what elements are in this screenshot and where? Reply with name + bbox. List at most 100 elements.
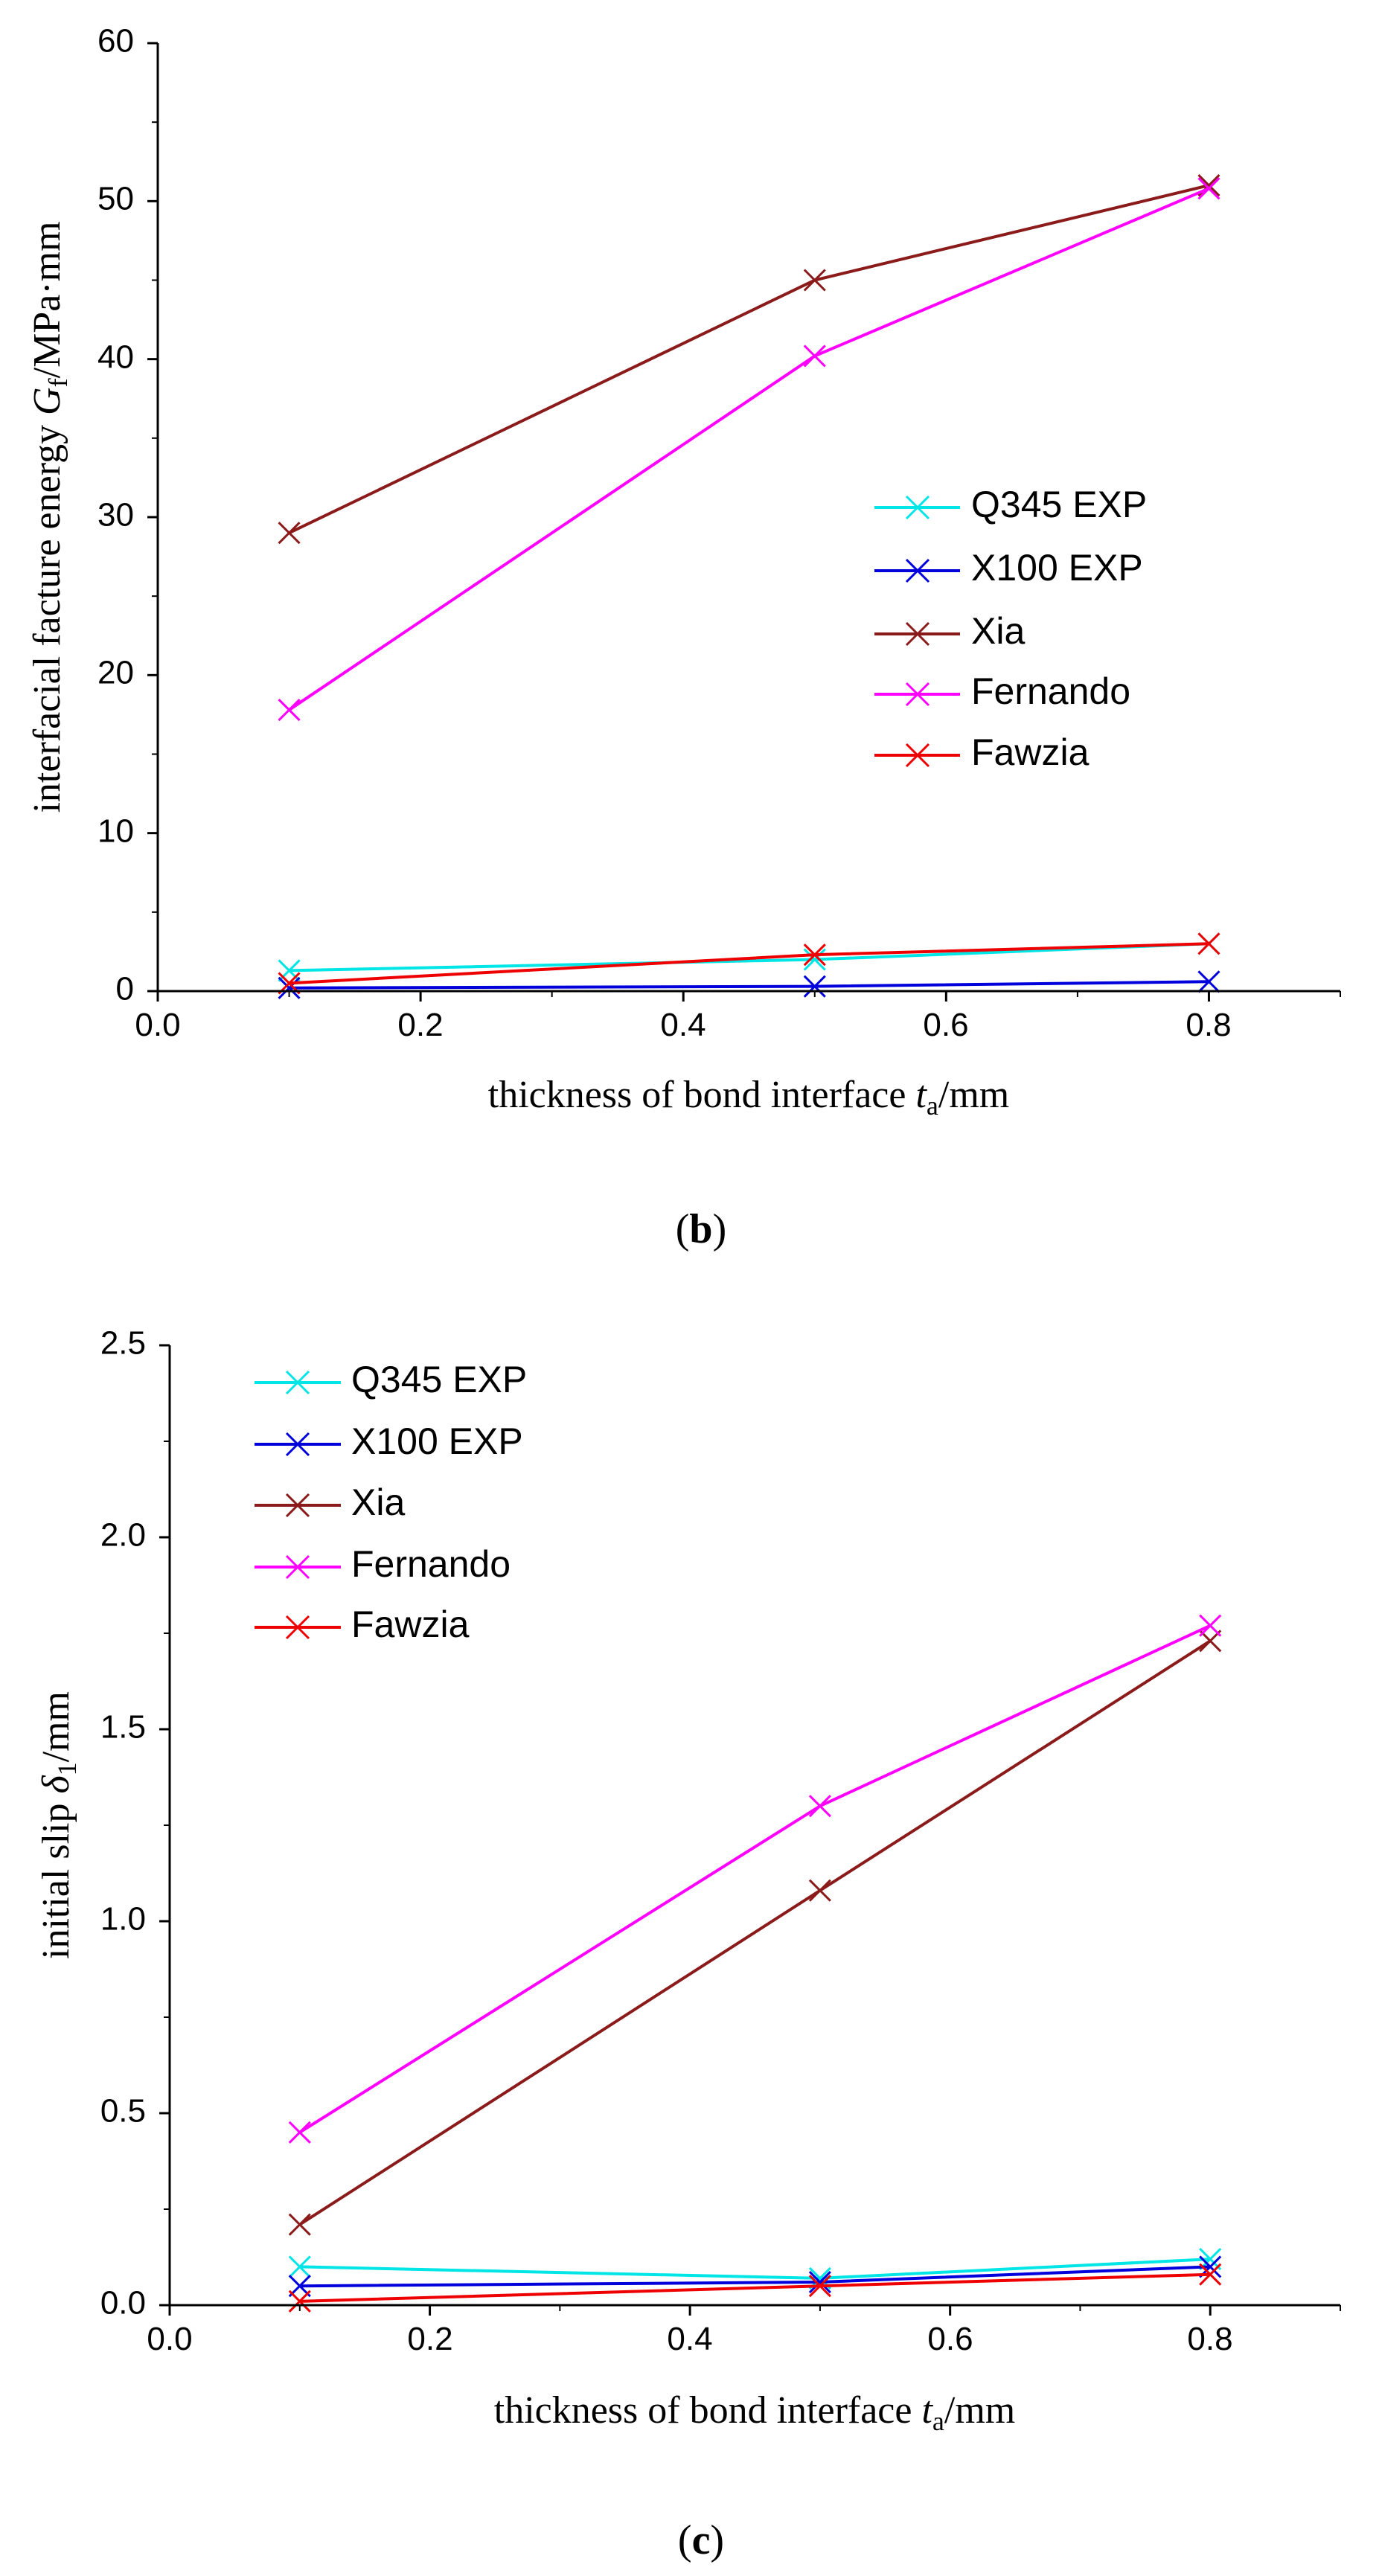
legend-marker-fernando (905, 682, 930, 707)
legend-label-q345-exp: Q345 EXP (351, 1359, 527, 1400)
chart-b-xtick-label: 0.8 (1186, 1007, 1231, 1043)
legend-entry-fawzia: Fawzia (255, 1603, 470, 1645)
chart-c-y-axis-title: initial slip δ1/mm (35, 1691, 82, 1959)
chart-b-marks (278, 174, 1220, 999)
chart-c-xtick-label: 0.4 (667, 2321, 712, 2357)
chart-b-ytick-label: 0 (116, 971, 134, 1007)
legend-entry-q345-exp: Q345 EXP (255, 1359, 527, 1400)
legend-entry-xia: Xia (874, 610, 1025, 652)
legend-entry-xia: Xia (255, 1481, 405, 1523)
series-marker-fernando (1199, 1614, 1222, 1637)
series-marker-fernando (803, 345, 826, 368)
chart-b-ytick-label: 30 (97, 497, 134, 534)
chart-b-frame (156, 43, 1340, 993)
chart-b-ytick-label: 10 (97, 813, 134, 850)
series-marker-xia (278, 522, 301, 545)
chart-c-ytick-label: 2.0 (100, 1517, 146, 1554)
legend-entry-q345-exp: Q345 EXP (874, 484, 1147, 525)
series-marker-fawzia (1197, 932, 1220, 955)
chart-b-legend: Q345 EXP X100 EXP Xia Fernando Fawzia (874, 484, 1147, 773)
legend-marker-xia (905, 621, 930, 647)
chart-c-ytick-label: 0.5 (100, 2093, 146, 2130)
series-marker-fernando (808, 1795, 831, 1818)
chart-c-ticks (159, 1344, 1341, 2316)
chart-b-xtick-label: 0.2 (397, 1007, 443, 1043)
chart-c-ytick-label: 2.5 (100, 1325, 146, 1362)
legend-marker-xia (285, 1493, 310, 1518)
chart-b-ytick-label: 40 (97, 339, 134, 376)
chart-b-y-axis-title: interfacial facture energy Gf/MPa·mm (26, 221, 73, 813)
chart-c-legend: Q345 EXP X100 EXP Xia Fernando Fawzia (255, 1359, 527, 1645)
series-marker-x100-exp (808, 2270, 831, 2294)
chart-b-tick-labels: 0 10 20 30 40 50 60 0.0 0.2 0.4 0.6 0.8 (97, 23, 1232, 1043)
series-marker-x100-exp (803, 975, 826, 998)
chart-b-xtick-label: 0.6 (923, 1007, 968, 1043)
legend-entry-fernando: Fernando (255, 1543, 511, 1585)
chart-c-xtick-label: 0.2 (407, 2321, 452, 2357)
series-line-fernando (298, 1624, 1212, 2134)
series-marker-fawzia (803, 943, 826, 967)
chart-b-xtick-label: 0.0 (135, 1007, 180, 1043)
chart-b-xtick-label: 0.4 (660, 1007, 706, 1043)
series-line-x100-exp (289, 980, 1209, 990)
series-line-xia (288, 184, 1209, 535)
legend-entry-fernando: Fernando (874, 670, 1130, 712)
chart-b-ytick-label: 60 (97, 23, 134, 60)
panel-label-c: (c) (678, 2517, 724, 2563)
series-marker-fernando (278, 698, 301, 722)
series-marker-xia (808, 1879, 831, 1902)
series-marker-xia (803, 269, 826, 292)
series-marker-q345-exp (288, 2255, 311, 2278)
series-marker-q345-exp (803, 948, 826, 971)
chart-c-marks (288, 1614, 1222, 2313)
legend-entry-fawzia: Fawzia (874, 731, 1090, 773)
legend-label-x100-exp: X100 EXP (351, 1420, 523, 1462)
chart-c-tick-labels: 0.0 0.5 1.0 1.5 2.0 2.5 0.0 0.2 0.4 0.6 … (100, 1325, 1233, 2357)
legend-marker-x100-exp (285, 1432, 310, 1457)
legend-label-xia: Xia (351, 1481, 405, 1523)
series-marker-fawzia (808, 2275, 831, 2298)
chart-b-ytick-label: 50 (97, 181, 134, 217)
chart-b: 0 10 20 30 40 50 60 0.0 0.2 0.4 0.6 0.8 … (26, 23, 1341, 1252)
chart-c-xtick-label: 0.0 (147, 2321, 192, 2357)
legend-label-q345-exp: Q345 EXP (971, 484, 1147, 525)
series-marker-fernando (1197, 177, 1220, 200)
legend-label-fawzia: Fawzia (351, 1603, 470, 1645)
panel-label-b: (b) (676, 1206, 726, 1252)
legend-label-fernando: Fernando (351, 1543, 511, 1585)
chart-c-xtick-label: 0.8 (1187, 2321, 1232, 2357)
chart-c-x-axis-title: thickness of bond interface ta/mm (494, 2389, 1015, 2436)
chart-c-xtick-label: 0.6 (927, 2321, 973, 2357)
legend-label-xia: Xia (971, 610, 1025, 652)
legend-marker-fernando (285, 1554, 310, 1580)
series-marker-x100-exp (278, 976, 301, 999)
chart-c-frame (168, 1345, 1340, 2307)
series-marker-fawzia (288, 2290, 311, 2313)
legend-marker-q345-exp (905, 495, 930, 520)
legend-label-x100-exp: X100 EXP (971, 547, 1143, 589)
chart-c: 0.0 0.5 1.0 1.5 2.0 2.5 0.0 0.2 0.4 0.6 … (35, 1325, 1341, 2563)
series-line-fernando (288, 187, 1210, 711)
series-marker-xia (288, 2213, 311, 2236)
series-line-fawzia (299, 2272, 1211, 2303)
legend-marker-fawzia (285, 1615, 310, 1640)
series-marker-fernando (288, 2121, 311, 2144)
legend-entry-x100-exp: X100 EXP (255, 1420, 523, 1462)
series-marker-x100-exp (1197, 970, 1220, 993)
legend-label-fawzia: Fawzia (971, 731, 1090, 773)
chart-c-ytick-label: 0.0 (100, 2285, 146, 2322)
chart-b-ticks (147, 42, 1341, 1002)
series-line-q345-exp (299, 2258, 1211, 2280)
series-line-xia (298, 1639, 1212, 2226)
legend-label-fernando: Fernando (971, 670, 1130, 712)
chart-b-x-axis-title: thickness of bond interface ta/mm (488, 1074, 1009, 1121)
series-marker-fawzia (1199, 2263, 1222, 2286)
legend-marker-q345-exp (285, 1370, 310, 1395)
chart-c-ytick-label: 1.5 (100, 1709, 146, 1746)
legend-marker-x100-exp (905, 558, 930, 583)
chart-b-ytick-label: 20 (97, 655, 134, 691)
legend-entry-x100-exp: X100 EXP (874, 547, 1143, 589)
chart-c-ytick-label: 1.0 (100, 1901, 146, 1938)
legend-marker-fawzia (905, 743, 930, 768)
